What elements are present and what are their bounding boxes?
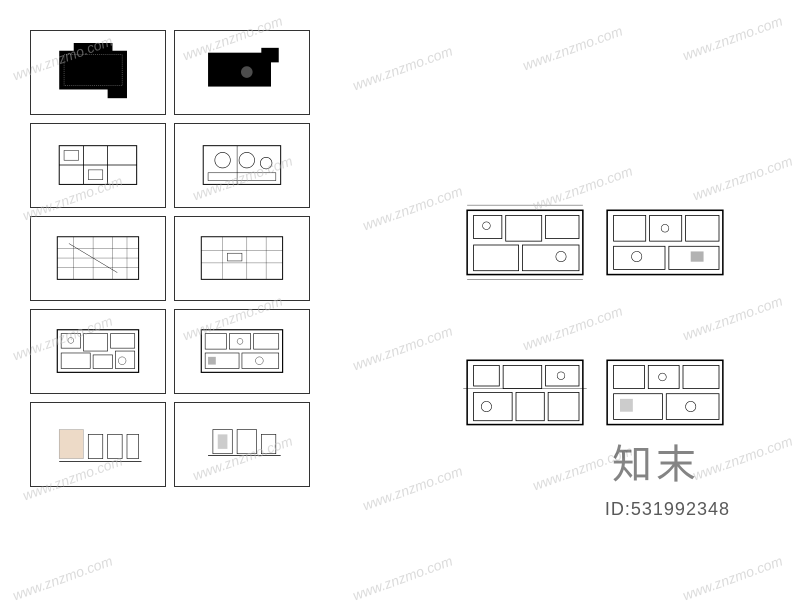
resource-id: ID:531992348: [605, 499, 730, 520]
thumbnail-9[interactable]: [30, 402, 166, 487]
thumbnail-4[interactable]: [174, 123, 310, 208]
right-thumbnail-4[interactable]: [600, 350, 730, 440]
floor-grid-icon: [41, 229, 155, 287]
thumbnail-8[interactable]: [174, 309, 310, 394]
floor-detailed-icon: [460, 350, 590, 440]
left-thumbnail-grid: [30, 30, 310, 487]
watermark-text: www.znzmo.com: [350, 553, 454, 603]
watermark-text: www.znzmo.com: [350, 43, 454, 94]
thumbnail-7[interactable]: [30, 309, 166, 394]
right-thumbnail-2[interactable]: [600, 200, 730, 290]
watermark-text: www.znzmo.com: [520, 23, 624, 74]
floor-grid-icon: [185, 229, 299, 287]
watermark-text: www.znzmo.com: [360, 463, 464, 514]
thumbnail-5[interactable]: [30, 216, 166, 301]
floor-plan-dark-icon: [41, 43, 155, 101]
right-thumbnail-3[interactable]: [460, 350, 590, 440]
thumbnail-6[interactable]: [174, 216, 310, 301]
floor-detailed-icon: [600, 350, 730, 440]
floor-plan-icon: [185, 136, 299, 194]
floor-detailed-icon: [460, 200, 590, 290]
elevation-icon: [185, 415, 299, 473]
watermark-text: www.znzmo.com: [350, 323, 454, 374]
brand-watermark: 知末: [612, 432, 700, 490]
thumbnail-2[interactable]: [174, 30, 310, 115]
floor-detailed-icon: [600, 200, 730, 290]
elevation-icon: [41, 415, 155, 473]
watermark-text: www.znzmo.com: [690, 153, 794, 204]
right-row-2: [460, 350, 740, 440]
watermark-text: www.znzmo.com: [360, 183, 464, 234]
watermark-text: www.znzmo.com: [10, 553, 114, 603]
watermark-text: www.znzmo.com: [680, 553, 784, 603]
thumbnail-3[interactable]: [30, 123, 166, 208]
right-row-1: [460, 200, 740, 290]
thumbnail-1[interactable]: [30, 30, 166, 115]
right-thumbnail-1[interactable]: [460, 200, 590, 290]
floor-detailed-icon: [185, 322, 299, 380]
floor-plan-dark-icon: [185, 43, 299, 101]
floor-detailed-icon: [41, 322, 155, 380]
floor-plan-icon: [41, 136, 155, 194]
watermark-text: www.znzmo.com: [680, 13, 784, 64]
thumbnail-10[interactable]: [174, 402, 310, 487]
